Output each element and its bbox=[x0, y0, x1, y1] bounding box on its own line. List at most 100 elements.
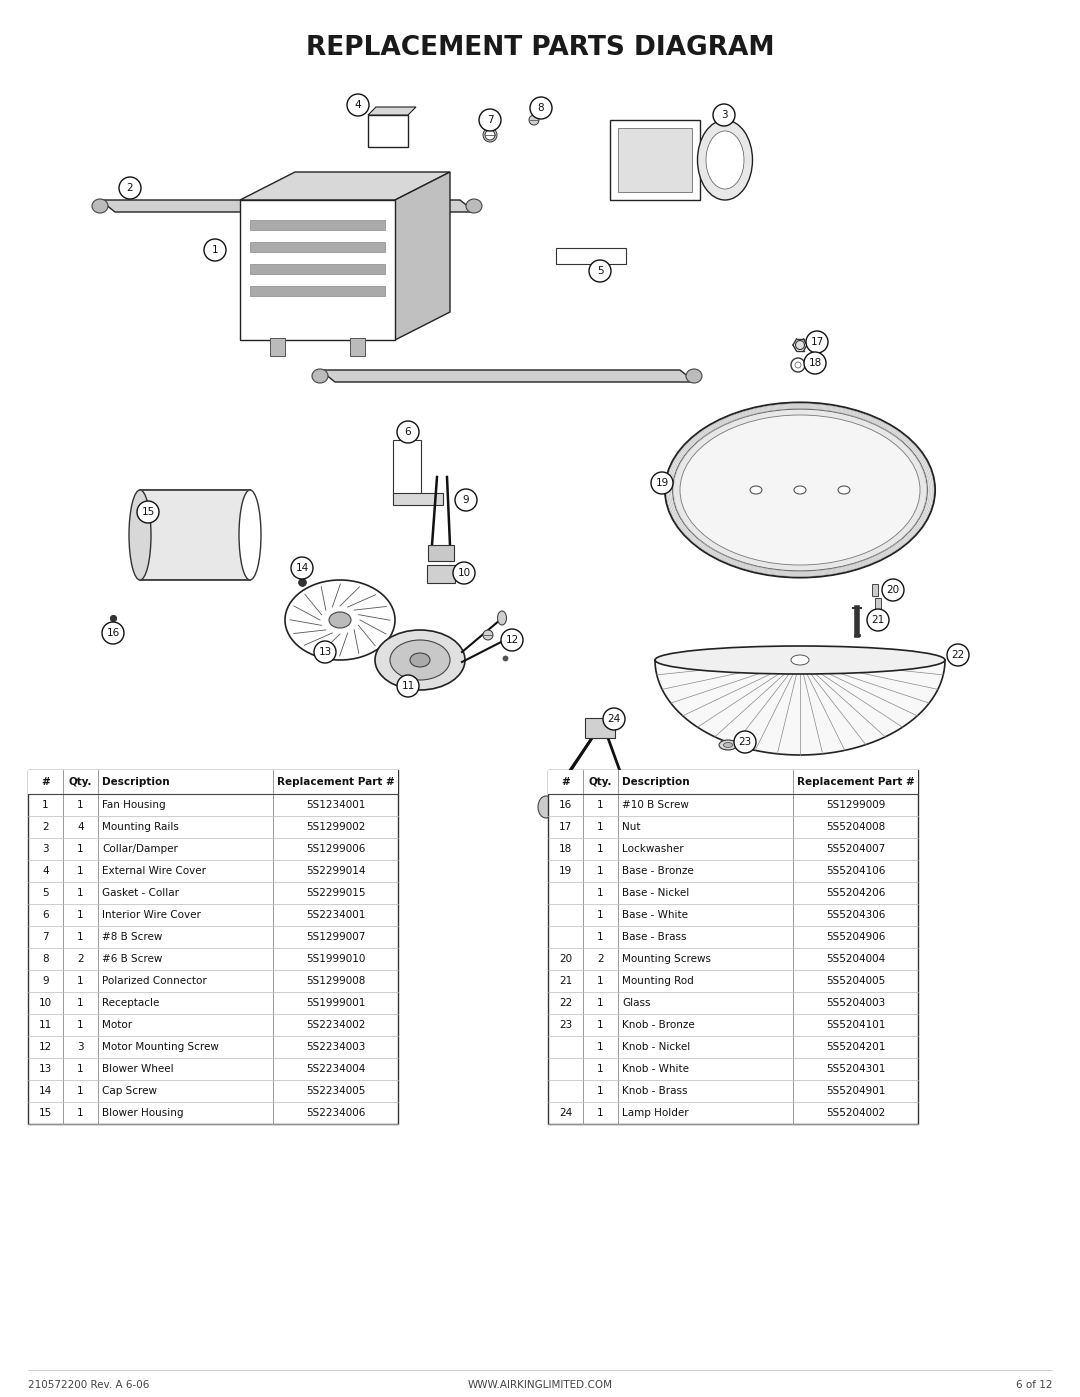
Bar bbox=[350, 338, 365, 356]
Text: 5S1999001: 5S1999001 bbox=[306, 997, 365, 1009]
Bar bbox=[249, 264, 384, 274]
Ellipse shape bbox=[503, 631, 513, 645]
Circle shape bbox=[713, 103, 735, 126]
Ellipse shape bbox=[92, 198, 108, 212]
Text: 4: 4 bbox=[354, 101, 362, 110]
Bar bbox=[249, 286, 384, 296]
Text: 5S2299014: 5S2299014 bbox=[306, 866, 365, 876]
Text: 14: 14 bbox=[295, 563, 309, 573]
Text: Motor Mounting Screw: Motor Mounting Screw bbox=[102, 1042, 219, 1052]
Text: 12: 12 bbox=[505, 636, 518, 645]
Text: 18: 18 bbox=[558, 844, 572, 854]
Text: 3: 3 bbox=[42, 844, 49, 854]
Ellipse shape bbox=[329, 612, 351, 629]
Circle shape bbox=[603, 708, 625, 731]
Text: 13: 13 bbox=[319, 647, 332, 657]
Circle shape bbox=[314, 641, 336, 664]
Text: Qty.: Qty. bbox=[69, 777, 92, 787]
Ellipse shape bbox=[654, 645, 945, 673]
Ellipse shape bbox=[794, 486, 806, 495]
Text: 11: 11 bbox=[39, 1020, 52, 1030]
Circle shape bbox=[804, 352, 826, 374]
Ellipse shape bbox=[698, 120, 753, 200]
Text: WWW.AIRKINGLIMITED.COM: WWW.AIRKINGLIMITED.COM bbox=[468, 1380, 612, 1390]
Text: 5S5204301: 5S5204301 bbox=[826, 1065, 886, 1074]
Text: 20: 20 bbox=[559, 954, 572, 964]
Polygon shape bbox=[395, 172, 450, 339]
Text: 5S5204201: 5S5204201 bbox=[826, 1042, 886, 1052]
Text: 1: 1 bbox=[597, 1020, 604, 1030]
Bar bbox=[249, 219, 384, 231]
Bar bbox=[393, 493, 443, 504]
Bar bbox=[28, 770, 399, 1125]
Circle shape bbox=[806, 331, 828, 353]
Text: 4: 4 bbox=[42, 866, 49, 876]
Text: 21: 21 bbox=[872, 615, 885, 624]
Text: 2: 2 bbox=[77, 954, 84, 964]
Text: 5S2234002: 5S2234002 bbox=[306, 1020, 365, 1030]
Bar bbox=[548, 770, 918, 793]
Text: #: # bbox=[41, 777, 50, 787]
Circle shape bbox=[291, 557, 313, 578]
Ellipse shape bbox=[796, 341, 805, 349]
Text: Knob - White: Knob - White bbox=[622, 1065, 689, 1074]
Text: 4: 4 bbox=[77, 821, 84, 833]
Text: 5S1234001: 5S1234001 bbox=[306, 800, 365, 810]
Text: 1: 1 bbox=[597, 1108, 604, 1118]
Text: 5S5204002: 5S5204002 bbox=[826, 1108, 886, 1118]
Text: Qty.: Qty. bbox=[589, 777, 612, 787]
Text: 23: 23 bbox=[739, 738, 752, 747]
Text: Knob - Bronze: Knob - Bronze bbox=[622, 1020, 694, 1030]
Text: 5S5204004: 5S5204004 bbox=[826, 954, 886, 964]
Text: 1: 1 bbox=[597, 1042, 604, 1052]
Text: Base - Bronze: Base - Bronze bbox=[622, 866, 693, 876]
Circle shape bbox=[947, 644, 969, 666]
Text: 13: 13 bbox=[39, 1065, 52, 1074]
Text: 1: 1 bbox=[597, 800, 604, 810]
Text: 15: 15 bbox=[141, 507, 154, 517]
Text: 1: 1 bbox=[77, 909, 84, 921]
Text: 1: 1 bbox=[77, 1065, 84, 1074]
Text: 1: 1 bbox=[597, 1085, 604, 1097]
Text: Replacement Part #: Replacement Part # bbox=[276, 777, 394, 787]
Ellipse shape bbox=[129, 490, 151, 580]
Text: 1: 1 bbox=[597, 932, 604, 942]
Ellipse shape bbox=[838, 486, 850, 495]
Text: Motor: Motor bbox=[102, 1020, 132, 1030]
Bar bbox=[28, 770, 399, 793]
Ellipse shape bbox=[483, 630, 492, 640]
Ellipse shape bbox=[538, 796, 554, 819]
Text: Collar/Damper: Collar/Damper bbox=[102, 844, 178, 854]
Ellipse shape bbox=[680, 415, 920, 564]
Text: Mounting Rod: Mounting Rod bbox=[622, 977, 693, 986]
Text: Knob - Nickel: Knob - Nickel bbox=[622, 1042, 690, 1052]
Polygon shape bbox=[320, 370, 696, 381]
Text: 5S2299015: 5S2299015 bbox=[306, 888, 365, 898]
Bar bbox=[585, 718, 615, 738]
Ellipse shape bbox=[529, 115, 539, 124]
Text: 9: 9 bbox=[462, 495, 470, 504]
Ellipse shape bbox=[686, 369, 702, 383]
Circle shape bbox=[397, 675, 419, 697]
Text: 1: 1 bbox=[77, 866, 84, 876]
Text: 21: 21 bbox=[558, 977, 572, 986]
Text: 5S1299002: 5S1299002 bbox=[306, 821, 365, 833]
Text: 19: 19 bbox=[656, 478, 669, 488]
Text: 1: 1 bbox=[77, 844, 84, 854]
Bar bbox=[249, 242, 384, 251]
Text: 1: 1 bbox=[77, 1108, 84, 1118]
Text: 6 of 12: 6 of 12 bbox=[1015, 1380, 1052, 1390]
Circle shape bbox=[867, 609, 889, 631]
Text: Base - Nickel: Base - Nickel bbox=[622, 888, 689, 898]
Text: 5S5204005: 5S5204005 bbox=[826, 977, 886, 986]
Text: 5S2234006: 5S2234006 bbox=[306, 1108, 365, 1118]
Text: 5S5204906: 5S5204906 bbox=[826, 932, 886, 942]
Bar bbox=[610, 120, 700, 200]
Bar bbox=[556, 249, 626, 264]
Text: 5S1299009: 5S1299009 bbox=[826, 800, 886, 810]
Text: 1: 1 bbox=[597, 909, 604, 921]
Circle shape bbox=[455, 489, 477, 511]
Text: 22: 22 bbox=[558, 997, 572, 1009]
Polygon shape bbox=[240, 172, 450, 200]
Bar bbox=[618, 129, 692, 191]
